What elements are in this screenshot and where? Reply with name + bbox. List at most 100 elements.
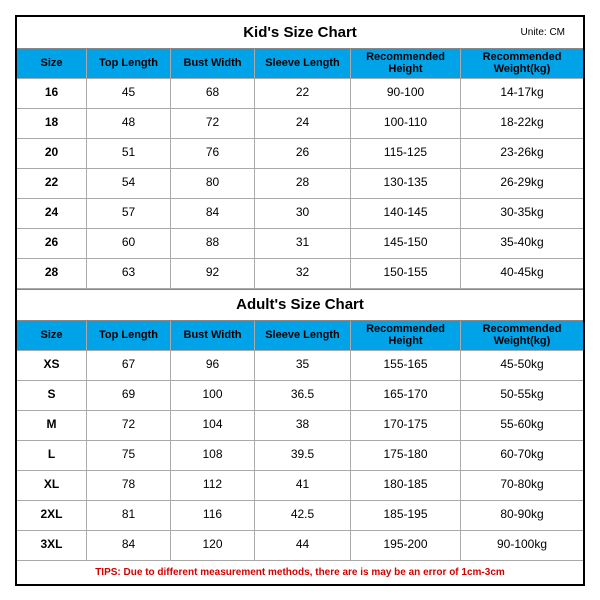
cell: 35 — [255, 351, 351, 380]
cell: 165-170 — [351, 381, 461, 410]
cell: 90-100 — [351, 79, 461, 108]
cell: 72 — [87, 411, 171, 440]
cell: 155-165 — [351, 351, 461, 380]
cell: 31 — [255, 229, 351, 258]
adults-header-row: Size Top Length Bust Width Sleeve Length… — [17, 321, 583, 351]
col-weight: Recommended Weight(kg) — [461, 321, 583, 350]
col-weight: Recommended Weight(kg) — [461, 49, 583, 78]
cell: 116 — [171, 501, 255, 530]
cell: 28 — [17, 259, 87, 288]
cell: XL — [17, 471, 87, 500]
cell: S — [17, 381, 87, 410]
cell: 35-40kg — [461, 229, 583, 258]
cell: 170-175 — [351, 411, 461, 440]
cell: 30-35kg — [461, 199, 583, 228]
cell: 130-135 — [351, 169, 461, 198]
table-row: 1645682290-10014-17kg — [17, 79, 583, 109]
table-row: M7210438170-17555-60kg — [17, 411, 583, 441]
kids-title: Kid's Size Chart — [17, 24, 583, 41]
col-size: Size — [17, 321, 87, 350]
cell: XS — [17, 351, 87, 380]
cell: 90-100kg — [461, 531, 583, 560]
cell: 75 — [87, 441, 171, 470]
adults-title-row: Adult's Size Chart — [17, 289, 583, 321]
cell: 48 — [87, 109, 171, 138]
cell: 69 — [87, 381, 171, 410]
unit-label: Unite: CM — [521, 27, 565, 38]
table-row: XL7811241180-18570-80kg — [17, 471, 583, 501]
cell: 23-26kg — [461, 139, 583, 168]
cell: 22 — [255, 79, 351, 108]
cell: 18-22kg — [461, 109, 583, 138]
cell: 185-195 — [351, 501, 461, 530]
cell: 72 — [171, 109, 255, 138]
cell: 78 — [87, 471, 171, 500]
cell: 26 — [17, 229, 87, 258]
cell: 50-55kg — [461, 381, 583, 410]
cell: 84 — [87, 531, 171, 560]
cell: 20 — [17, 139, 87, 168]
cell: 45-50kg — [461, 351, 583, 380]
cell: 55-60kg — [461, 411, 583, 440]
adults-title: Adult's Size Chart — [17, 296, 583, 313]
cell: 104 — [171, 411, 255, 440]
col-height: Recommended Height — [351, 49, 461, 78]
cell: 96 — [171, 351, 255, 380]
col-height: Recommended Height — [351, 321, 461, 350]
cell: 30 — [255, 199, 351, 228]
cell: 39.5 — [255, 441, 351, 470]
cell: 175-180 — [351, 441, 461, 470]
cell: 26-29kg — [461, 169, 583, 198]
cell: 100-110 — [351, 109, 461, 138]
cell: 16 — [17, 79, 87, 108]
cell: 57 — [87, 199, 171, 228]
kids-header-row: Size Top Length Bust Width Sleeve Length… — [17, 49, 583, 79]
cell: 2XL — [17, 501, 87, 530]
cell: 41 — [255, 471, 351, 500]
table-row: 18487224100-11018-22kg — [17, 109, 583, 139]
cell: 3XL — [17, 531, 87, 560]
table-row: 20517626115-12523-26kg — [17, 139, 583, 169]
cell: 100 — [171, 381, 255, 410]
table-row: 22548028130-13526-29kg — [17, 169, 583, 199]
cell: 24 — [255, 109, 351, 138]
cell: 63 — [87, 259, 171, 288]
cell: 60-70kg — [461, 441, 583, 470]
cell: 28 — [255, 169, 351, 198]
cell: 108 — [171, 441, 255, 470]
cell: 36.5 — [255, 381, 351, 410]
cell: 40-45kg — [461, 259, 583, 288]
cell: 112 — [171, 471, 255, 500]
cell: 180-185 — [351, 471, 461, 500]
col-sleeve: Sleeve Length — [255, 321, 351, 350]
table-row: L7510839.5175-18060-70kg — [17, 441, 583, 471]
cell: 81 — [87, 501, 171, 530]
table-row: 3XL8412044195-20090-100kg — [17, 531, 583, 561]
cell: 42.5 — [255, 501, 351, 530]
col-sleeve: Sleeve Length — [255, 49, 351, 78]
table-row: S6910036.5165-17050-55kg — [17, 381, 583, 411]
cell: 51 — [87, 139, 171, 168]
cell: 115-125 — [351, 139, 461, 168]
cell: 45 — [87, 79, 171, 108]
kids-title-row: Kid's Size Chart Unite: CM — [17, 17, 583, 49]
table-row: 24578430140-14530-35kg — [17, 199, 583, 229]
table-row: XS679635155-16545-50kg — [17, 351, 583, 381]
cell: 80-90kg — [461, 501, 583, 530]
cell: 26 — [255, 139, 351, 168]
cell: 14-17kg — [461, 79, 583, 108]
cell: 67 — [87, 351, 171, 380]
cell: 18 — [17, 109, 87, 138]
cell: 54 — [87, 169, 171, 198]
cell: 145-150 — [351, 229, 461, 258]
cell: 195-200 — [351, 531, 461, 560]
col-bust: Bust Width — [171, 321, 255, 350]
col-size: Size — [17, 49, 87, 78]
tips-text: TIPS: Due to different measurement metho… — [17, 561, 583, 584]
cell: 60 — [87, 229, 171, 258]
table-row: 2XL8111642.5185-19580-90kg — [17, 501, 583, 531]
cell: 32 — [255, 259, 351, 288]
cell: 80 — [171, 169, 255, 198]
cell: 140-145 — [351, 199, 461, 228]
cell: 88 — [171, 229, 255, 258]
